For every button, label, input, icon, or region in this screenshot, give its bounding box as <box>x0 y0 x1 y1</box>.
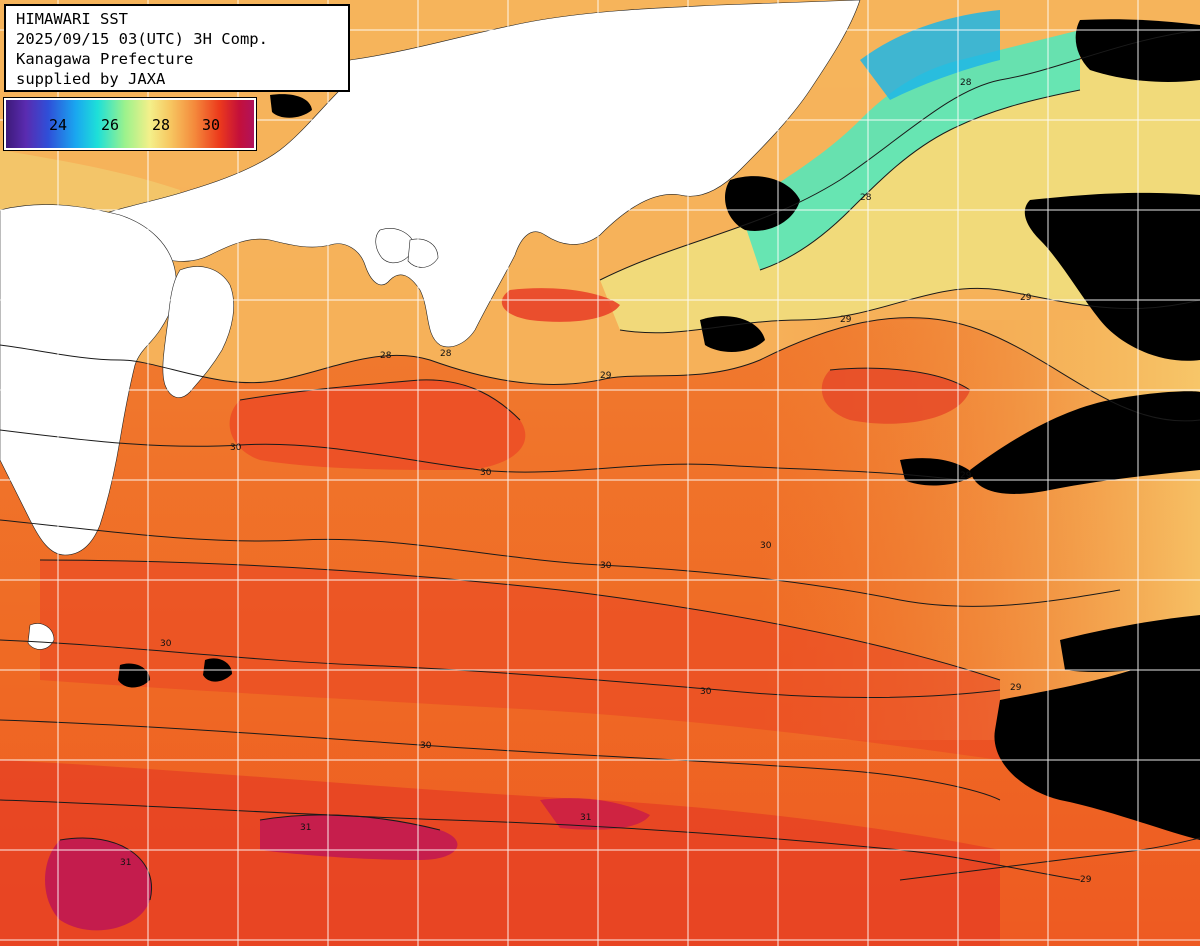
observation-time: 2025/09/15 03(UTC) 3H Comp. <box>16 30 268 48</box>
contour-label: 28 <box>380 351 392 361</box>
contour-label: 30 <box>230 443 242 453</box>
product-title: HIMAWARI SST <box>16 10 128 28</box>
contour-label: 30 <box>160 639 172 649</box>
contour-label: 29 <box>960 471 972 481</box>
colorbar-tick-24: 24 <box>48 116 68 134</box>
contour-label: 30 <box>480 468 492 478</box>
contour-label: 30 <box>700 687 712 697</box>
contour-label: 28 <box>440 349 452 359</box>
contour-label: 28 <box>860 193 872 203</box>
warm-patch-3 <box>0 760 1000 946</box>
shikoku-land <box>0 204 177 556</box>
contour-label: 29 <box>840 315 852 325</box>
contour-label: 30 <box>600 561 612 571</box>
region-name: Kanagawa Prefecture <box>16 50 194 68</box>
contour-label: 31 <box>300 823 311 833</box>
colorbar-tick-28: 28 <box>151 116 171 134</box>
warm-patch-4 <box>501 288 620 322</box>
island-1 <box>375 228 416 264</box>
contour-label: 31 <box>580 813 591 823</box>
contour-label: 30 <box>420 741 432 751</box>
colder-water-bay <box>860 10 1000 100</box>
hot-patch-2 <box>260 814 458 860</box>
contour-label: 31 <box>120 858 131 868</box>
warm-patch-2 <box>40 560 1000 760</box>
contour-labels: 28 29 30 31 28 29 30 31 28 29 30 30 29 3… <box>120 78 1092 885</box>
hot-patch-3 <box>540 798 650 830</box>
warm-patch-1 <box>229 379 526 470</box>
data-credit: supplied by JAXA <box>16 70 166 88</box>
hot-patch-1 <box>45 838 152 931</box>
cool-water-east <box>600 30 1200 333</box>
kyushu-coast <box>162 266 235 398</box>
contour-label: 29 <box>1010 683 1022 693</box>
colorbar-tick-30: 30 <box>201 116 221 134</box>
colorbar-tick-26: 26 <box>100 116 120 134</box>
contour-label: 29 <box>1080 875 1092 885</box>
temperature-colorbar: 24 26 28 30 <box>3 97 257 151</box>
contour-label: 30 <box>760 541 772 551</box>
contour-label: 29 <box>600 371 612 381</box>
contour-label: 28 <box>960 78 972 88</box>
warm-patch-5 <box>821 368 970 424</box>
contour-label: 29 <box>1020 293 1032 303</box>
island-3 <box>407 238 439 268</box>
land-masses <box>0 0 861 650</box>
sst-contours <box>0 29 1200 901</box>
map-title-box: HIMAWARI SST 2025/09/15 03(UTC) 3H Comp.… <box>4 4 350 92</box>
